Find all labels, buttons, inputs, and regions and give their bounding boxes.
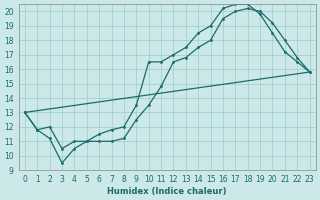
X-axis label: Humidex (Indice chaleur): Humidex (Indice chaleur) <box>108 187 227 196</box>
